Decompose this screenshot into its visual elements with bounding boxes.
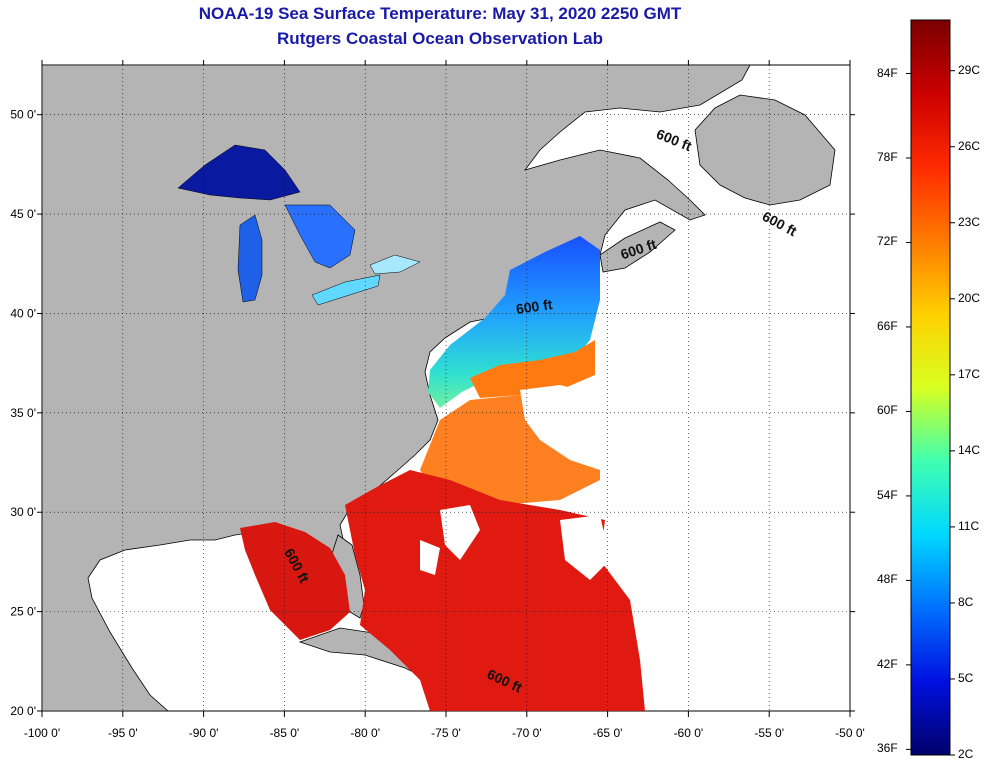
colorbar-label-c: 14C — [958, 442, 981, 457]
isobath-label: 600 ft — [515, 296, 554, 317]
map-subtitle: Rutgers Coastal Ocean Observation Lab — [277, 29, 603, 48]
lake-huron — [284, 204, 356, 269]
colorbar — [910, 19, 951, 756]
colorbar-label-c: 29C — [958, 62, 981, 77]
colorbar-label-f: 36F — [877, 741, 898, 756]
colorbar-label-f: 60F — [877, 403, 898, 418]
lon-tick-label: -65 0' — [593, 726, 623, 740]
lon-tick-label: -70 0' — [512, 726, 542, 740]
lon-tick-label: -60 0' — [674, 726, 704, 740]
colorbar-label-f: 54F — [877, 487, 898, 502]
lon-tick-label: -85 0' — [270, 726, 300, 740]
land-nova-scotia — [599, 221, 676, 273]
cloud-patch — [420, 540, 440, 575]
sst-slope-warm — [470, 340, 595, 398]
lon-tick-label: -90 0' — [189, 726, 219, 740]
colorbar-ticks — [906, 70, 955, 756]
colorbar-label-c: 5C — [958, 670, 974, 685]
colorbar-label-c: 2C — [958, 747, 974, 761]
land-newfoundland — [694, 94, 836, 206]
colorbar-label-c: 20C — [958, 290, 981, 305]
colorbar-label-f: 84F — [877, 65, 898, 80]
colorbar-label-c: 26C — [958, 138, 981, 153]
cloud-patch — [520, 385, 600, 470]
lon-tick-label: -100 0' — [24, 726, 60, 740]
sst-gulf-mexico — [240, 522, 350, 640]
lon-tick-label: -75 0' — [431, 726, 461, 740]
colorbar-label-f: 66F — [877, 318, 898, 333]
lat-tick-label: 25 0' — [10, 605, 36, 619]
land-north-america — [42, 65, 751, 711]
colorbar-label-f: 42F — [877, 656, 898, 671]
lon-tick-label: -95 0' — [108, 726, 138, 740]
lat-tick-label: 50 0' — [10, 108, 36, 122]
colorbar-label-c: 8C — [958, 594, 974, 609]
lat-tick-label: 40 0' — [10, 306, 36, 320]
cloud-patch — [440, 505, 480, 560]
lake-michigan — [237, 214, 263, 303]
cloud-patch — [560, 515, 610, 580]
lake-superior — [177, 144, 301, 201]
axis-labels: -100 0' -95 0' -90 0' -85 0' -80 0' -75 0' -70… — [10, 60, 865, 740]
lat-tick-label: 45 0' — [10, 207, 36, 221]
lat-tick-label: 30 0' — [10, 505, 36, 519]
colorbar-label-f: 48F — [877, 572, 898, 587]
lake-erie — [311, 274, 381, 306]
map-title: NOAA-19 Sea Surface Temperature: May 31,… — [198, 4, 682, 23]
colorbar-label-f: 72F — [877, 234, 898, 249]
lat-tick-label: 35 0' — [10, 406, 36, 420]
lon-tick-label: -80 0' — [350, 726, 380, 740]
lon-tick-label: -50 0' — [835, 726, 865, 740]
lake-ontario — [369, 254, 421, 275]
colorbar-label-f: 78F — [877, 149, 898, 164]
lat-tick-label: 20 0' — [10, 704, 36, 718]
lon-tick-label: -55 0' — [754, 726, 784, 740]
colorbar-label-c: 23C — [958, 214, 981, 229]
colorbar-label-c: 17C — [958, 366, 981, 381]
colorbar-label-c: 11C — [958, 518, 980, 533]
